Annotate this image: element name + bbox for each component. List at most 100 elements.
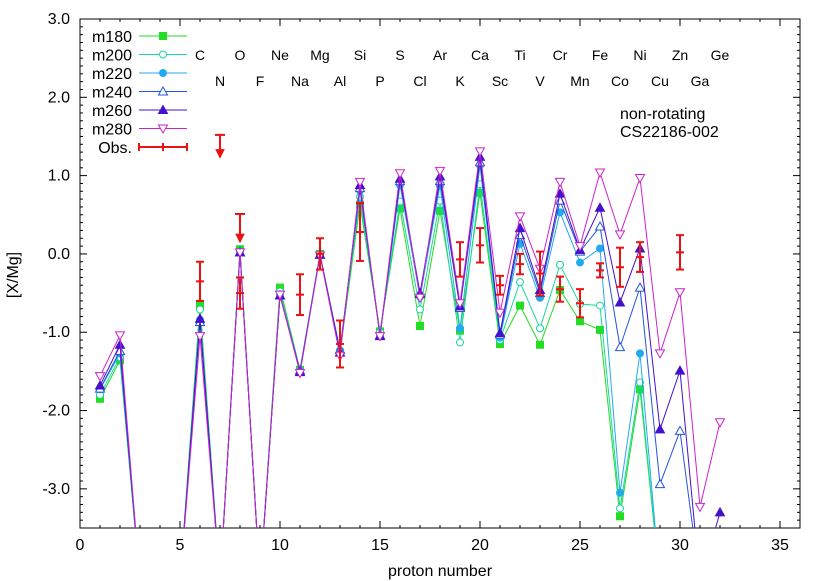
series-line: [183, 184, 656, 528]
point-marker: [159, 50, 167, 59]
point-marker: [596, 301, 604, 310]
element-label: Al: [334, 73, 346, 89]
obs-point: [316, 237, 324, 271]
element-label: S: [395, 47, 404, 63]
obs-point: [636, 241, 644, 273]
point-marker: [654, 423, 666, 434]
y-tick-label: 1.0: [48, 168, 70, 185]
element-label: Zn: [672, 47, 688, 63]
legend-label: m260: [92, 103, 132, 120]
point-marker: [616, 512, 624, 521]
point-marker: [616, 504, 624, 513]
series-layer: [94, 147, 726, 528]
point-marker: [114, 331, 126, 341]
point-marker: [636, 378, 644, 387]
point-marker: [674, 425, 686, 435]
point-marker: [674, 288, 686, 298]
legend-entry: m240: [92, 85, 187, 102]
element-label: Na: [291, 73, 309, 89]
obs-upper-limit: [235, 212, 245, 244]
point-marker: [414, 293, 426, 304]
element-label: Ge: [711, 47, 730, 63]
y-tick-label: -2.0: [42, 403, 70, 420]
point-marker: [157, 104, 169, 114]
legend-entry: m200: [92, 48, 187, 65]
element-label: Ar: [433, 47, 447, 63]
series-m180: [96, 188, 655, 528]
point-marker: [634, 282, 646, 292]
point-marker: [294, 368, 306, 379]
point-marker: [434, 166, 446, 177]
point-marker: [474, 156, 486, 167]
y-tick-label: 0.0: [48, 246, 70, 263]
point-marker: [157, 124, 169, 135]
upper-limit-arrowhead: [235, 233, 245, 244]
point-marker: [416, 305, 424, 314]
element-label: O: [235, 47, 246, 63]
series-line: [99, 342, 136, 528]
point-marker: [576, 258, 584, 267]
point-marker: [494, 308, 506, 319]
x-tick-label: 35: [771, 537, 789, 554]
legend-entry: m260: [92, 103, 187, 120]
point-marker: [694, 502, 706, 513]
obs-point: [536, 250, 544, 297]
element-label: Cr: [553, 47, 568, 63]
element-label: Cu: [651, 73, 669, 89]
x-tick-label: 30: [671, 537, 689, 554]
element-label: Fe: [592, 47, 609, 63]
point-marker: [274, 290, 286, 301]
point-marker: [234, 248, 246, 258]
point-marker: [576, 317, 584, 326]
point-marker: [554, 177, 566, 188]
point-marker: [556, 260, 564, 269]
legend-entry: m220: [92, 66, 187, 83]
series-m260: [94, 151, 726, 528]
series-line: [99, 355, 136, 528]
plot-frame: [79, 18, 801, 529]
element-label: Ni: [633, 47, 646, 63]
annotation-star: CS22186-002: [620, 124, 719, 141]
point-marker: [654, 478, 666, 489]
legend-entry: m180: [92, 29, 187, 46]
series-m280: [94, 147, 726, 528]
point-marker: [456, 324, 464, 333]
point-marker: [654, 349, 666, 359]
y-axis-label: [X/Mg]: [5, 252, 22, 298]
point-marker: [456, 338, 464, 347]
point-marker: [494, 327, 506, 338]
legend-label: m220: [92, 66, 132, 83]
point-marker: [596, 325, 604, 334]
point-marker: [114, 339, 126, 349]
point-marker: [474, 147, 486, 157]
element-label: Sc: [492, 73, 508, 89]
element-label: Ga: [691, 73, 710, 89]
point-marker: [514, 212, 526, 222]
obs-point: [236, 276, 244, 310]
obs-point: [456, 241, 464, 278]
point-marker: [634, 173, 646, 184]
y-tick-label: -3.0: [42, 481, 70, 498]
point-marker: [536, 340, 544, 349]
point-marker: [714, 506, 726, 517]
point-marker: [674, 365, 686, 375]
x-tick-label: 5: [176, 537, 185, 554]
obs-upper-limit: [215, 133, 225, 159]
series-line: [183, 151, 721, 528]
point-marker: [94, 372, 106, 382]
legend-entry: m280: [92, 122, 187, 139]
point-marker: [596, 244, 604, 253]
point-marker: [536, 324, 544, 333]
legend-label: m280: [92, 122, 132, 139]
point-marker: [614, 230, 626, 240]
element-label: Si: [354, 47, 366, 63]
point-marker: [516, 278, 524, 287]
element-label: Cl: [413, 73, 426, 89]
series-line: [183, 165, 656, 528]
axes: 0 5 10 15 20 25 30 35 3.0 2.0 1.0 0.0 -1.0 -2.0 -3.0: [42, 11, 801, 554]
element-label: Ti: [514, 47, 525, 63]
obs-point: [556, 275, 564, 303]
point-marker: [374, 332, 386, 342]
